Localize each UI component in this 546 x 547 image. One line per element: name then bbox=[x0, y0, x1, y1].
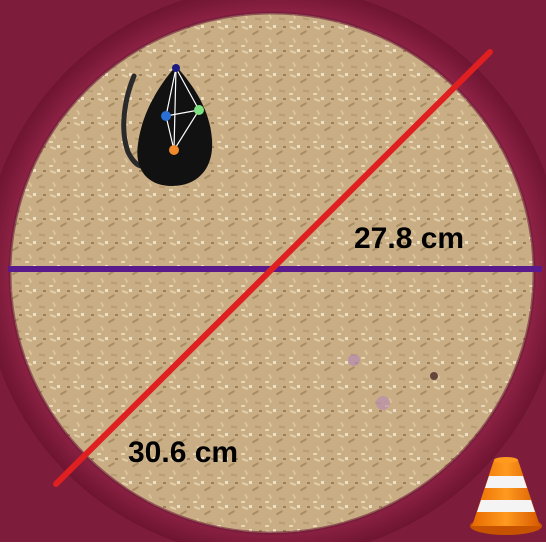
horizontal-measure-label: 27.8 cm bbox=[354, 222, 465, 255]
pose-skeleton bbox=[165, 67, 200, 151]
mouse-tail bbox=[121, 73, 145, 169]
keypoint-right-ear bbox=[194, 105, 204, 115]
traffic-cone-icon bbox=[470, 457, 542, 535]
keypoint-tail-base bbox=[169, 145, 179, 155]
diagonal-measure-label: 30.6 cm bbox=[128, 436, 239, 469]
debris-speck bbox=[348, 354, 360, 366]
debris-speck bbox=[430, 372, 438, 380]
keypoint-nose bbox=[172, 64, 180, 72]
mouse bbox=[121, 64, 213, 186]
keypoint-left-ear bbox=[161, 111, 171, 121]
debris-speck bbox=[376, 396, 390, 410]
diagonal-measure-line bbox=[53, 49, 493, 487]
